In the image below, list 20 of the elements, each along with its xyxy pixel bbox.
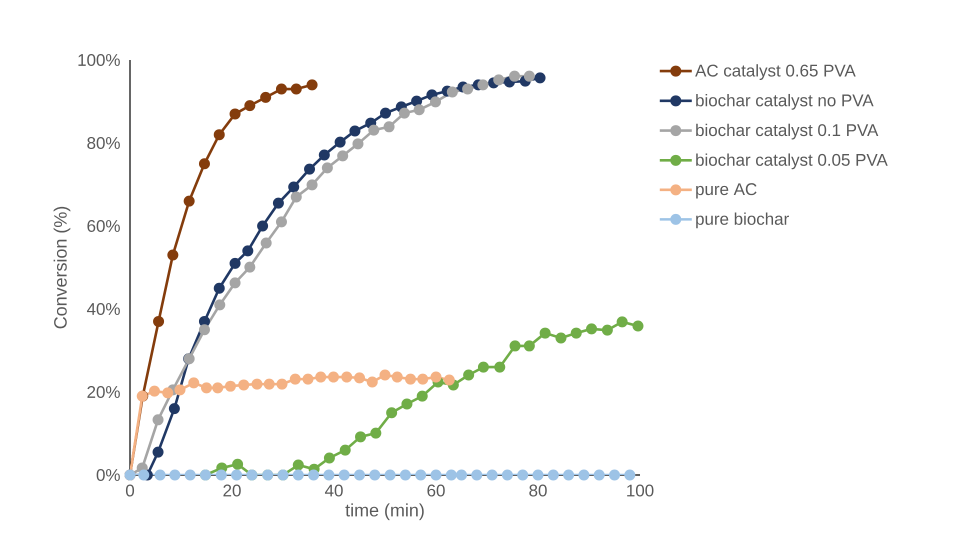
legend-label: pure AC (696, 183, 757, 199)
y-tick-label: 0% (96, 469, 120, 481)
y-axis-title: Conversion (%) (54, 206, 70, 328)
y-tick-label: 60% (87, 220, 120, 232)
x-tick-label: 80 (529, 484, 547, 497)
y-tick-label: 40% (86, 303, 120, 315)
x-tick-label: 100 (627, 484, 654, 497)
y-tick-label: 80% (87, 136, 120, 149)
legend-label: pure biochar (696, 212, 789, 228)
x-axis-title: time (min) (345, 503, 424, 520)
y-tick-label: 100% (78, 54, 120, 66)
legend-label: biochar catalyst 0.1 PVA (696, 124, 878, 140)
y-tick-label: 20% (87, 386, 120, 398)
legend-label: biochar catalyst 0.05 PVA (696, 153, 888, 170)
x-tick-label: 0 (126, 484, 134, 497)
x-tick-label: 60 (427, 484, 445, 497)
x-tick-label: 20 (223, 484, 241, 497)
legend-label: AC catalyst 0.65 PVA (695, 64, 856, 80)
x-tick-label: 40 (324, 484, 343, 497)
legend-label: biochar catalyst no PVA (696, 94, 874, 110)
